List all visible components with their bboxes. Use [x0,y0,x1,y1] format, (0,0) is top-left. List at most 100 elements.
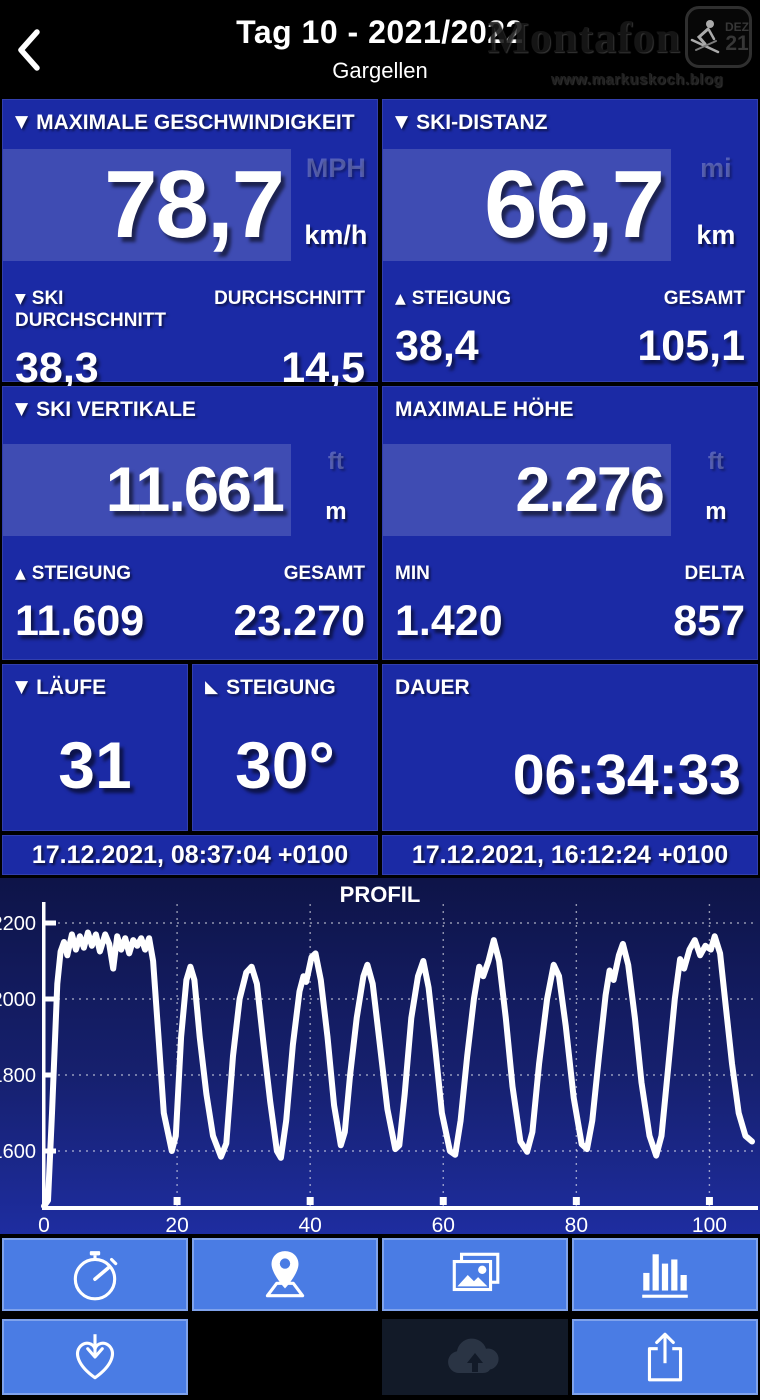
tile-title: ▼ SKI VERTIKALE [15,398,196,421]
total-vertical-value: 23.270 [233,597,365,645]
down-triangle-icon: ▼ [15,112,29,132]
x-tick-label: 80 [565,1214,588,1234]
tile-max-speed[interactable]: ▼ MAXIMALE GESCHWINDIGKEIT 78,7 MPH km/h … [2,99,378,392]
end-timestamp: 17.12.2021, 16:12:24 +0100 [382,835,758,875]
bar-chart-icon [642,1253,688,1298]
x-tick [572,1197,580,1205]
ski-average-value: 38,3 [15,344,99,392]
ascent-distance-value: 38,4 [395,322,479,370]
tile-max-altitude[interactable]: MAXIMALE HÖHE 2.276 ft m MIN DELTA 1.420… [382,386,758,660]
tile-title: ▼ LÄUFE [15,676,107,699]
unit-secondary: mi [700,153,732,183]
unit-secondary: ft [707,448,724,475]
chevron-left-icon [18,29,40,71]
duration-value: 06:34:33 [512,743,741,807]
sub-label-left: ▲ STEIGUNG [395,288,512,309]
x-tick-label: 100 [692,1214,727,1234]
statistics-button[interactable] [572,1238,758,1311]
photos-button[interactable] [382,1238,568,1311]
tile-title: DAUER [395,676,470,699]
y-tick [45,1072,56,1078]
value-highlight: 11.661 [3,444,291,536]
sub-label-left: ▲ STEIGUNG [15,563,132,584]
x-tick [173,1197,181,1205]
map-pin-icon [265,1250,305,1297]
down-triangle-icon: ▼ [15,677,29,697]
slope-triangle-icon: ◣ [205,677,219,697]
toolbar [0,1238,760,1395]
x-tick-label: 0 [38,1214,50,1234]
page-subtitle: Gargellen [332,58,428,83]
down-triangle-icon: ▼ [15,291,26,307]
heart-download-icon [76,1334,114,1380]
stopwatch-icon [73,1250,118,1300]
x-tick-label: 60 [432,1214,455,1234]
unit-secondary: MPH [305,153,366,183]
page-title: Tag 10 - 2021/2022 [236,14,524,50]
tile-runs[interactable]: ▼ LÄUFE 31 [2,664,188,831]
tile-title: ▼ MAXIMALE GESCHWINDIGKEIT [15,111,355,134]
cloud-upload-button [382,1319,568,1395]
tile-duration[interactable]: DAUER 06:34:33 [382,664,758,831]
chart-title: PROFIL [339,882,421,907]
x-tick-label: 20 [165,1214,188,1234]
sub-label-right: DURCHSCHNITT [214,288,365,309]
up-triangle-icon: ▲ [395,291,406,307]
y-tick-label: 2200 [0,913,36,935]
unit-primary: km [696,220,736,250]
max-altitude-value: 2.276 [515,455,665,525]
min-altitude-value: 1.420 [395,597,503,645]
share-icon [647,1332,683,1382]
tile-ski-distance[interactable]: ▼ SKI-DISTANZ 66,7 mi km ▲ STEIGUNG GESAMT… [382,99,758,382]
x-tick [439,1197,447,1205]
y-tick-label: 1600 [0,1141,36,1163]
unit-primary: km/h [304,220,368,250]
x-tick [705,1197,713,1205]
total-distance-value: 105,1 [637,322,745,370]
x-tick [306,1197,314,1205]
y-axis [42,902,46,1210]
value-highlight: 66,7 [383,149,671,261]
start-timestamp: 17.12.2021, 08:37:04 +0100 [2,835,378,875]
sub-label-right: DELTA [684,563,745,584]
cloud-upload-icon [448,1338,499,1373]
ascent-vertical-value: 11.609 [15,597,145,645]
sub-label-right: GESAMT [663,288,745,309]
y-tick [45,920,56,926]
tile-title: ▼ SKI-DISTANZ [395,111,548,134]
header: Tag 10 - 2021/2022 Gargellen Montafon DE… [0,0,760,98]
value-highlight: 78,7 [3,149,291,261]
max-speed-value: 78,7 [104,151,285,258]
delta-altitude-value: 857 [673,597,745,645]
unit-primary: m [705,498,727,525]
stopwatch-button[interactable] [2,1238,188,1311]
photos-icon [452,1252,500,1291]
favorite-button[interactable] [2,1319,188,1395]
sub-label-right: GESAMT [283,563,365,584]
x-tick-label: 40 [298,1214,321,1234]
y-tick-label: 1800 [0,1065,36,1087]
unit-primary: m [325,498,347,525]
x-axis [42,1206,758,1210]
down-triangle-icon: ▼ [395,112,409,132]
tile-title: MAXIMALE HÖHE [395,398,574,421]
unit-secondary: ft [327,448,344,475]
back-button[interactable] [16,26,50,74]
toolbar-spacer [192,1319,378,1395]
runs-value: 31 [58,728,132,802]
tile-title: ◣ STEIGUNG [205,676,336,699]
tile-ski-vertical[interactable]: ▼ SKI VERTIKALE 11.661 ft m ▲ STEIGUNG GES… [2,386,378,660]
sub-label-left: ▼ SKI DURCHSCHNITT [15,288,166,331]
average-value: 14,5 [281,344,365,392]
slope-value: 30° [235,728,335,802]
share-button[interactable] [572,1319,758,1395]
y-tick [45,996,56,1002]
map-button[interactable] [192,1238,378,1311]
elevation-line [41,929,755,1210]
up-triangle-icon: ▲ [15,566,26,582]
tile-slope[interactable]: ◣ STEIGUNG 30° [192,664,378,831]
